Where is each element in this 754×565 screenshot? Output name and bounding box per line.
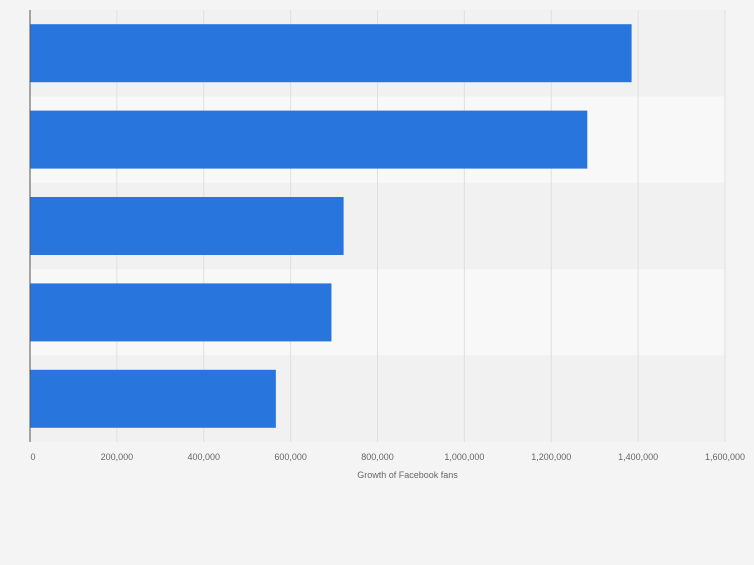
x-tick-label: 1,600,000 (705, 452, 745, 462)
x-axis-label: Growth of Facebook fans (357, 470, 458, 480)
x-tick-label: 800,000 (361, 452, 394, 462)
bar (30, 369, 276, 428)
bar (30, 110, 588, 169)
x-tick-label: 0 (30, 452, 35, 462)
x-tick-label: 600,000 (274, 452, 307, 462)
bar (30, 283, 332, 342)
x-tick-label: 400,000 (187, 452, 220, 462)
bar (30, 197, 344, 255)
x-tick-label: 1,400,000 (618, 452, 658, 462)
x-tick-label: 1,200,000 (531, 452, 571, 462)
x-tick-label: 1,000,000 (444, 452, 484, 462)
x-tick-label: 200,000 (101, 452, 134, 462)
bar (30, 24, 632, 83)
bars (30, 24, 632, 428)
x-tick-labels: 0 200,000 400,000 600,000 800,000 1,000,000 1,… (30, 452, 745, 462)
